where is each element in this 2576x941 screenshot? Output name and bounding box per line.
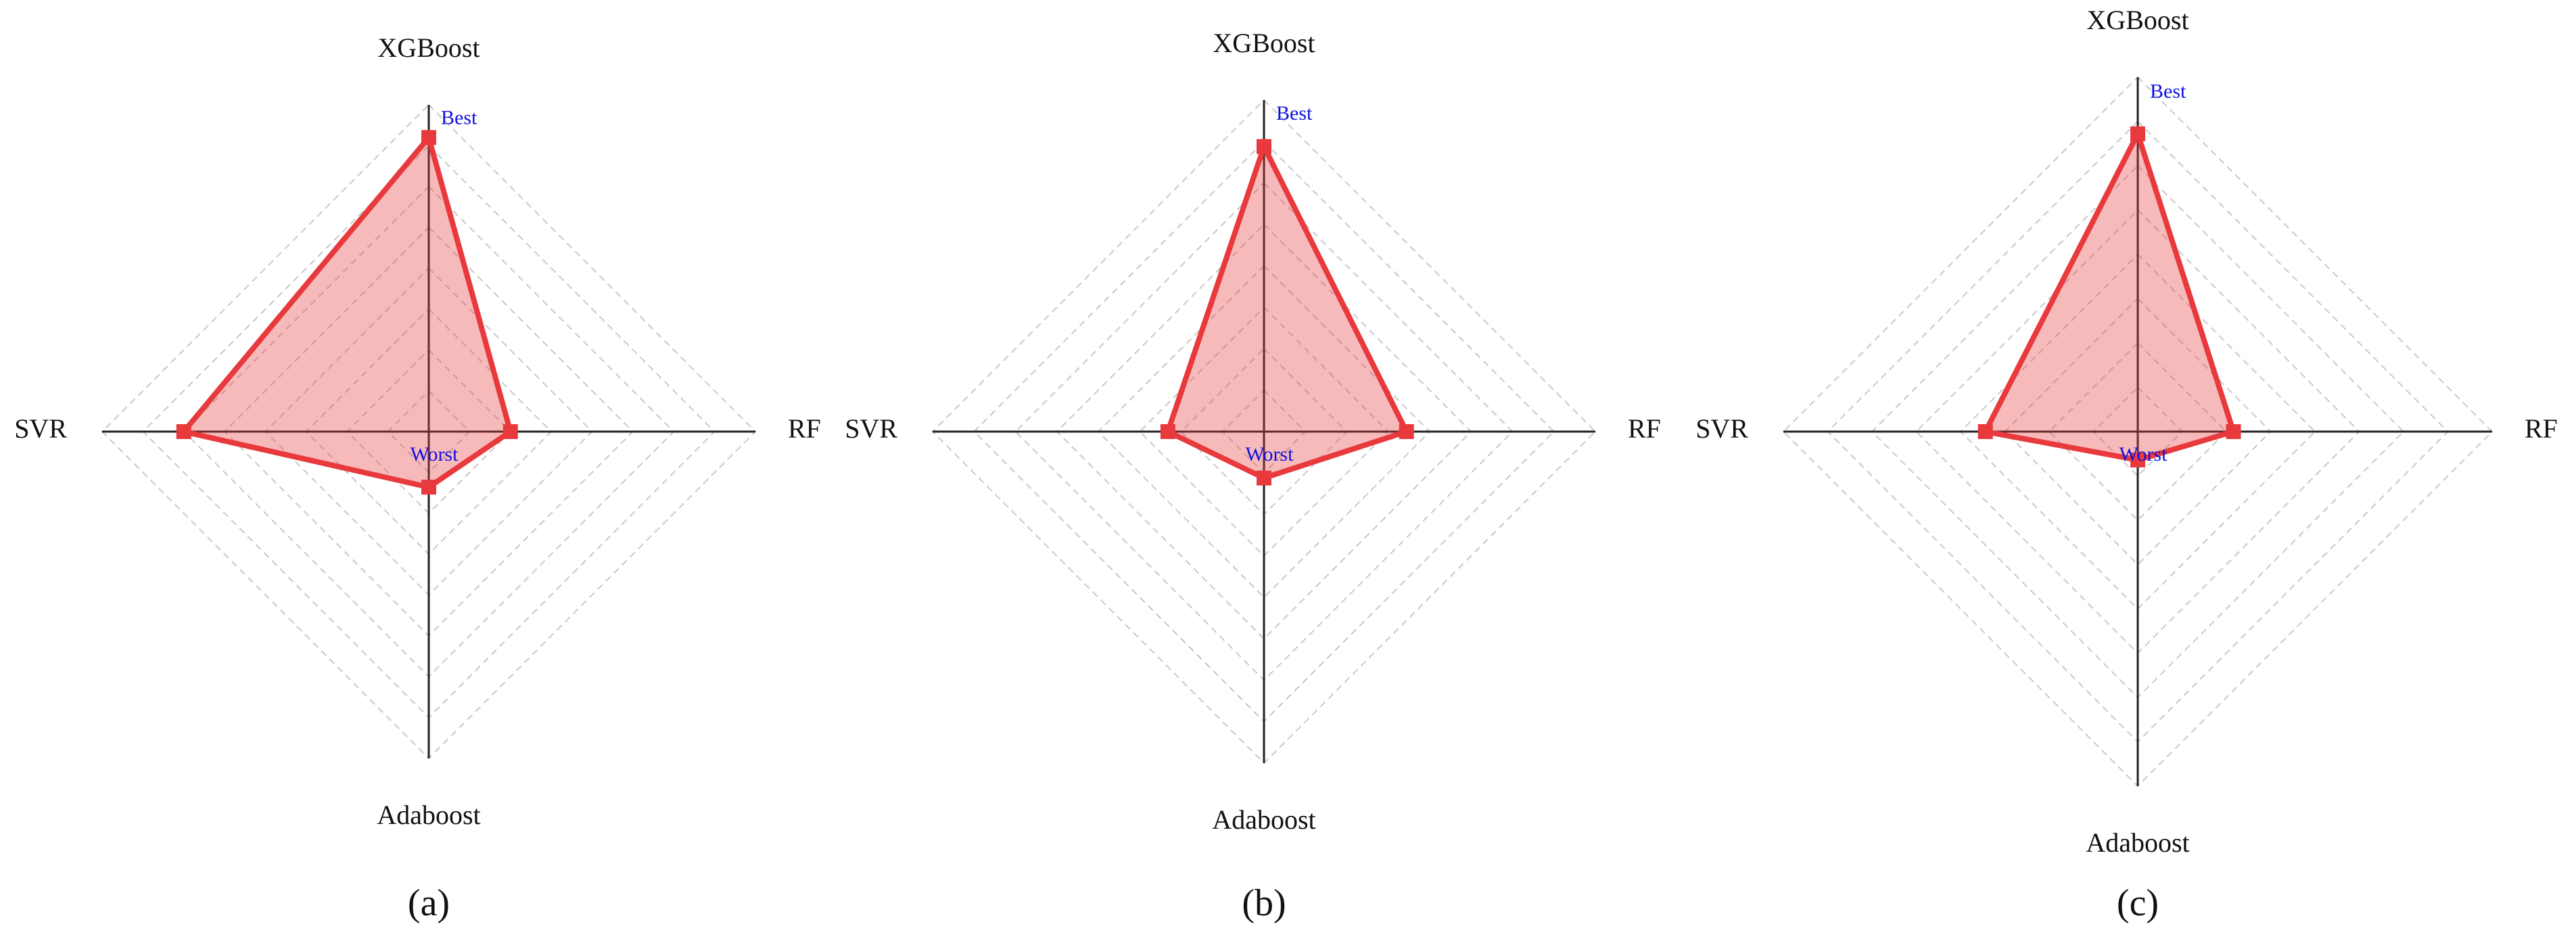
radar-marker: [421, 480, 436, 495]
radar-marker: [502, 424, 518, 439]
panel-label: (a): [408, 882, 450, 924]
radar-area: [179, 131, 514, 490]
radar-marker: [1257, 139, 1271, 154]
radar-marker: [421, 130, 436, 145]
radar-area: [1164, 139, 1411, 481]
radar-marker: [1399, 424, 1414, 439]
best-annotation: Best: [1276, 102, 1313, 124]
radar-marker: [2130, 126, 2145, 141]
panel-label: (c): [2117, 882, 2159, 924]
axis-label: XGBoost: [2086, 5, 2188, 35]
radar-chart: XGBoost RF Adaboost SVR Best Worst (c): [1695, 5, 2558, 924]
axis-label: RF: [2525, 413, 2558, 444]
axis-label: RF: [788, 413, 821, 444]
radar-marker: [1257, 470, 1271, 486]
radar-marker: [1977, 424, 1993, 439]
axis-label: SVR: [1695, 413, 1748, 444]
worst-annotation: Worst: [1246, 443, 1294, 465]
radar-chart: XGBoost RF Adaboost SVR Best Worst (a): [14, 32, 821, 924]
axis-label: Adaboost: [377, 800, 480, 830]
radar-marker: [176, 424, 191, 439]
radar-marker: [1160, 424, 1175, 439]
axis-label: RF: [1628, 413, 1661, 444]
axis-label: XGBoost: [377, 32, 479, 63]
grid-ring: [1959, 253, 2316, 610]
axis-label: XGBoost: [1213, 28, 1315, 58]
axis-label: SVR: [14, 413, 67, 444]
radar-marker: [2130, 452, 2145, 467]
axis-label: Adaboost: [2086, 827, 2189, 858]
best-annotation: Best: [441, 107, 477, 129]
grid-ring: [2048, 342, 2228, 522]
axis-label: SVR: [845, 413, 897, 444]
radar-marker: [2226, 424, 2241, 439]
grid-ring: [2092, 386, 2183, 477]
radar-area: [1981, 127, 2237, 463]
panel-label: (b): [1242, 882, 1286, 924]
grid-ring: [2004, 298, 2272, 566]
radar-chart: XGBoost RF Adaboost SVR Best Worst (b): [845, 28, 1661, 924]
worst-annotation: Worst: [411, 443, 459, 465]
best-annotation: Best: [2150, 80, 2186, 102]
axis-label: Adaboost: [1212, 804, 1315, 835]
grid-ring: [1097, 265, 1431, 599]
worst-annotation: Worst: [2120, 443, 2168, 465]
